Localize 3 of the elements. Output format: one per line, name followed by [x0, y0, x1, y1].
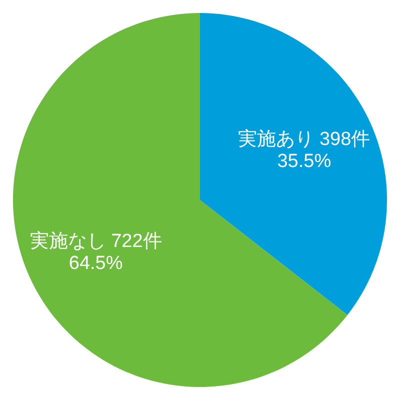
pie-slice [200, 13, 387, 315]
slice-label: 実施なし 722件 64.5% [30, 230, 162, 274]
slice-label: 実施あり 398件 35.5% [238, 128, 370, 172]
